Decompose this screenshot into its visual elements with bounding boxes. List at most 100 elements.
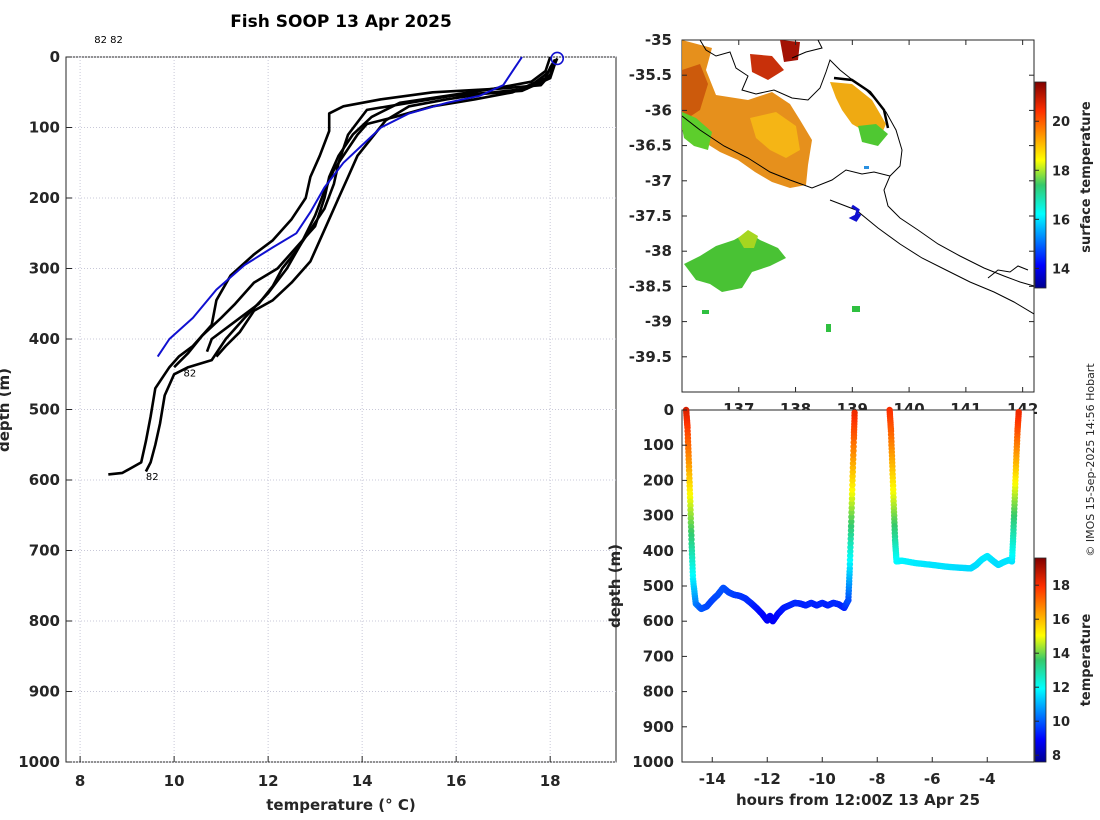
profile-cast-label: 82 — [184, 368, 197, 379]
section-point — [848, 490, 856, 498]
section-point — [849, 481, 856, 489]
section-colorbar-tick-label: 8 — [1052, 749, 1061, 764]
section-colorbar-tick-label: 10 — [1052, 715, 1070, 730]
imos-credit: © IMOS 15-Sep-2025 14:56 Hobart — [1084, 363, 1097, 557]
coastline — [682, 115, 1034, 287]
coastline-bay — [791, 40, 823, 59]
section-x-tick-label: -4 — [979, 770, 996, 788]
profile-y-tick-label: 200 — [29, 189, 60, 207]
profile-y-tick-label: 0 — [50, 48, 60, 66]
section-y-tick-label: 100 — [643, 436, 674, 454]
profile-y-ticks: 0 100 200 300 400 500 600 700 800 900 1000 — [18, 48, 72, 771]
profile-y-tick-label: 800 — [29, 612, 60, 630]
profile-y-label: depth (m) — [0, 368, 13, 452]
profile-start-marker — [550, 51, 565, 66]
section-colorbar-tick-label: 16 — [1052, 613, 1070, 628]
map-y-tick-label: -37.5 — [629, 207, 672, 225]
map-y-tick-label: -39.5 — [629, 348, 672, 366]
section-y-tick-label: 700 — [643, 647, 674, 665]
profile-annotations: 82 82 82 82 — [94, 35, 196, 483]
profile-cast-label: 82 82 — [94, 35, 123, 46]
sst-field — [682, 40, 1034, 332]
section-point — [848, 504, 855, 512]
sst-speck-4 — [864, 166, 869, 169]
section-point — [1015, 408, 1022, 416]
section-colorbar: 8 10 12 14 16 18 temperature — [1034, 557, 1094, 764]
coast-detail — [987, 265, 1029, 279]
section-x-tick-label: -12 — [754, 770, 781, 788]
map-colorbar-label: surface temperature — [1079, 101, 1094, 253]
section-x-tick-label: -10 — [809, 770, 836, 788]
section-point — [848, 500, 855, 507]
coastline-gulf — [699, 40, 903, 177]
profile-x-tick-label: 14 — [352, 772, 373, 790]
profile-x-tick-label: 10 — [164, 772, 185, 790]
section-y-tick-label: 400 — [643, 542, 674, 560]
section-y-tick-label: 0 — [664, 401, 674, 419]
profile-y-tick-label: 700 — [29, 542, 60, 560]
profile-x-ticks: 8 10 12 14 16 18 — [75, 756, 561, 790]
section-y-tick-label: 500 — [643, 577, 674, 595]
ship-track — [848, 204, 862, 222]
profile-y-tick-label: 400 — [29, 330, 60, 348]
profile-x-label: temperature (° C) — [266, 796, 416, 814]
sst-patch-yellow-1 — [750, 112, 800, 158]
sst-speck-1 — [826, 324, 831, 332]
profile-plot-area — [65, 56, 617, 763]
map-y-tick-label: -39 — [645, 313, 672, 331]
profile-y-tick-label: 500 — [29, 401, 60, 419]
profile-cast-label: 82 — [146, 472, 159, 483]
profile-y-tick-label: 300 — [29, 260, 60, 278]
section-point — [848, 518, 855, 525]
map-y-tick-label: -38.5 — [629, 277, 672, 295]
map-y-tick-label: -35.5 — [629, 66, 672, 84]
section-y-tick-label: 800 — [643, 683, 674, 701]
profile-x-tick-label: 18 — [540, 772, 561, 790]
profile-panel: 8 10 12 14 16 18 0 100 200 300 400 500 600 700 800 900… — [0, 35, 617, 814]
bathymetry-contour — [829, 199, 1034, 315]
kangaroo-island — [833, 76, 890, 129]
profile-y-tick-label: 1000 — [18, 753, 60, 771]
map-colorbar: 14 16 18 20 surface temperature — [1034, 81, 1094, 289]
map-y-tick-label: -36 — [645, 101, 672, 119]
map-colorbar-ticks: 14 16 18 20 — [1035, 115, 1070, 277]
section-panel: -14 -12 -10 -8 -6 -4 0 100 200 300 400 500 600 700 80… — [606, 401, 1035, 809]
map-colorbar-tick-label: 20 — [1052, 115, 1070, 130]
map-colorbar-tick-label: 16 — [1052, 213, 1070, 228]
section-colorbar-ticks: 8 10 12 14 16 18 — [1035, 579, 1070, 764]
section-point — [848, 513, 855, 521]
profile-line-cast-4 — [215, 57, 559, 358]
section-point — [849, 486, 856, 493]
section-colorbar-tick-label: 18 — [1052, 579, 1070, 594]
profile-gridlines — [66, 56, 616, 763]
sst-map-panel: -35 -35.5 -36 -36.5 -37 -37.5 -38 -38.5 -39 -39.5… — [629, 31, 1039, 418]
section-colorbar-label: temperature — [1079, 614, 1094, 707]
sst-patch-green-south — [684, 232, 786, 292]
sst-patch-orange-1 — [682, 64, 708, 118]
section-x-ticks: -14 -12 -10 -8 -6 -4 — [699, 757, 996, 788]
section-y-tick-label: 600 — [643, 612, 674, 630]
profile-line-cast-2 — [108, 60, 557, 476]
profile-line-mean — [156, 56, 523, 358]
section-y-tick-label: 200 — [643, 471, 674, 489]
profile-series — [108, 51, 565, 476]
profile-y-tick-label: 100 — [29, 119, 60, 137]
section-x-label: hours from 12:00Z 13 Apr 25 — [736, 791, 980, 809]
section-x-tick-label: -6 — [924, 770, 941, 788]
section-colorbar-bar — [1034, 557, 1047, 763]
section-point — [848, 495, 856, 502]
sst-patch-east — [830, 82, 886, 138]
section-y-ticks: 0 100 200 300 400 500 600 700 800 900 1000 — [632, 401, 687, 771]
section-y-label: depth (m) — [606, 544, 624, 628]
sst-patch-east-green — [858, 124, 888, 146]
sst-patch-yellowgreen — [738, 230, 758, 248]
section-series — [682, 406, 1022, 625]
map-colorbar-tick-label: 14 — [1052, 262, 1070, 277]
map-y-tick-label: -37 — [645, 172, 672, 190]
profile-x-tick-label: 16 — [446, 772, 467, 790]
figure-title: Fish SOOP 13 Apr 2025 — [230, 12, 452, 32]
section-point — [847, 523, 855, 530]
section-x-tick-label: -14 — [699, 770, 726, 788]
map-y-tick-label: -35 — [645, 31, 672, 49]
